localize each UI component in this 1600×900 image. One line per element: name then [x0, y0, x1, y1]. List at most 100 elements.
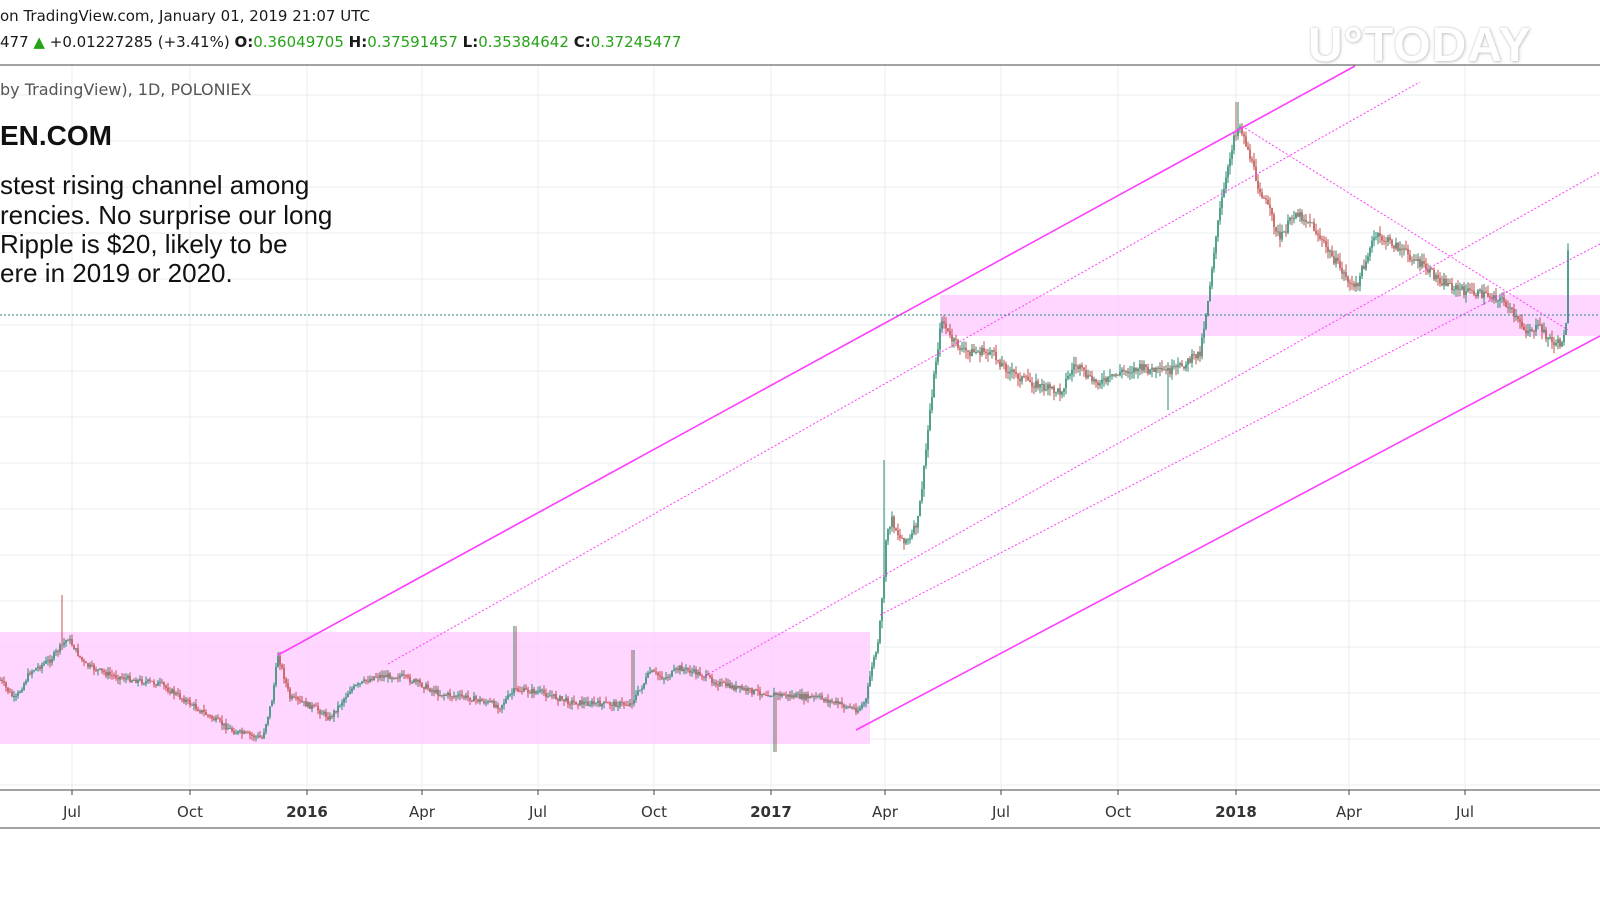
- candle-body: [1479, 289, 1481, 291]
- candle-body: [605, 701, 607, 703]
- candle-body: [985, 351, 987, 353]
- candle-body: [1085, 370, 1087, 378]
- candle-body: [259, 735, 261, 738]
- candle-body: [1185, 364, 1187, 369]
- candle-body: [263, 732, 265, 738]
- candle-body: [95, 670, 97, 671]
- candle-body: [1501, 297, 1503, 299]
- candle-body: [853, 707, 855, 709]
- candle-body: [777, 693, 779, 696]
- candle-body: [1017, 374, 1019, 379]
- candle-body: [211, 715, 213, 719]
- candle-body: [935, 361, 937, 374]
- candle-body: [629, 703, 631, 706]
- candle-body: [1537, 324, 1539, 326]
- candle-body: [1043, 384, 1045, 391]
- candle-body: [481, 699, 483, 702]
- candle-body: [1273, 214, 1275, 228]
- candle-body: [1103, 378, 1105, 380]
- candle-body: [353, 685, 355, 689]
- candle-body: [653, 670, 655, 672]
- candle-body: [215, 717, 217, 721]
- candle-body: [1551, 337, 1553, 343]
- candle-body: [1239, 126, 1241, 129]
- candle-body: [553, 694, 555, 696]
- candle-body: [991, 350, 993, 352]
- x-tick-label: Jul: [528, 803, 547, 821]
- candle-body: [1053, 386, 1055, 393]
- candle-body: [975, 352, 977, 353]
- candle-body: [1213, 252, 1215, 269]
- candle-body: [1429, 268, 1431, 273]
- candle-body: [499, 708, 501, 710]
- candle-body: [541, 689, 543, 691]
- candle-body: [879, 621, 881, 643]
- candle-body: [409, 676, 411, 683]
- candle-body: [739, 686, 741, 688]
- candle-body: [885, 540, 887, 577]
- candle-body: [959, 348, 961, 350]
- candle-body: [725, 682, 727, 687]
- candle-body: [1057, 388, 1059, 393]
- candle-body: [71, 639, 73, 646]
- x-tick-label: Jul: [62, 803, 81, 821]
- candle-body: [27, 673, 29, 682]
- candle-body: [455, 695, 457, 697]
- candle-body: [385, 675, 387, 678]
- candle-body: [53, 652, 55, 660]
- candle-body: [383, 675, 385, 678]
- candle-body: [177, 692, 179, 694]
- candle-body: [1119, 372, 1121, 376]
- candle-body: [123, 677, 125, 680]
- candle-body: [247, 732, 249, 734]
- candle-body: [1215, 236, 1217, 253]
- candle-body: [1497, 300, 1499, 302]
- candle-body: [91, 664, 93, 666]
- candle-body: [727, 683, 729, 687]
- up-triangle-icon: ▲: [33, 33, 45, 51]
- candle-body: [135, 680, 137, 683]
- candle-body: [1187, 358, 1189, 365]
- candle-body: [483, 701, 485, 704]
- candle-body: [1193, 354, 1195, 355]
- candle-body: [421, 683, 423, 688]
- x-tick-label: 2017: [750, 803, 792, 821]
- candle-body: [1089, 375, 1091, 377]
- candle-body: [299, 699, 301, 701]
- candle-body: [1491, 297, 1493, 299]
- candle-body: [363, 679, 365, 682]
- candle-body: [1359, 276, 1361, 287]
- candle-body: [1405, 248, 1407, 250]
- candle-body: [1009, 371, 1011, 374]
- candle-body: [1363, 266, 1365, 269]
- candle-body: [449, 692, 451, 697]
- candle-body: [567, 697, 569, 705]
- candle-body: [283, 667, 285, 679]
- candle-body: [539, 689, 541, 692]
- candle-body: [1361, 266, 1363, 277]
- candle-body: [1271, 207, 1273, 215]
- candle-body: [601, 703, 603, 707]
- candle-body: [75, 648, 77, 650]
- candle-body: [289, 688, 291, 699]
- candle-body: [487, 701, 489, 703]
- candle-body: [461, 694, 463, 697]
- source-text: on TradingView.com, January 01, 2019 21:…: [0, 7, 370, 25]
- candle-body: [1153, 367, 1155, 372]
- candle-body: [315, 705, 317, 707]
- candle-body: [877, 642, 879, 653]
- candle-body: [797, 693, 799, 695]
- candle-body: [551, 695, 553, 697]
- candle-body: [1335, 257, 1337, 264]
- candle-body: [85, 661, 87, 664]
- candle-body: [865, 698, 867, 703]
- candle-body: [511, 693, 513, 695]
- candle-body: [747, 688, 749, 691]
- candle-body: [393, 677, 395, 679]
- candle-body: [655, 671, 657, 673]
- candle-body: [339, 705, 341, 707]
- candle-body: [1515, 316, 1517, 317]
- candle-body: [5, 682, 7, 688]
- candle-body: [1493, 295, 1495, 299]
